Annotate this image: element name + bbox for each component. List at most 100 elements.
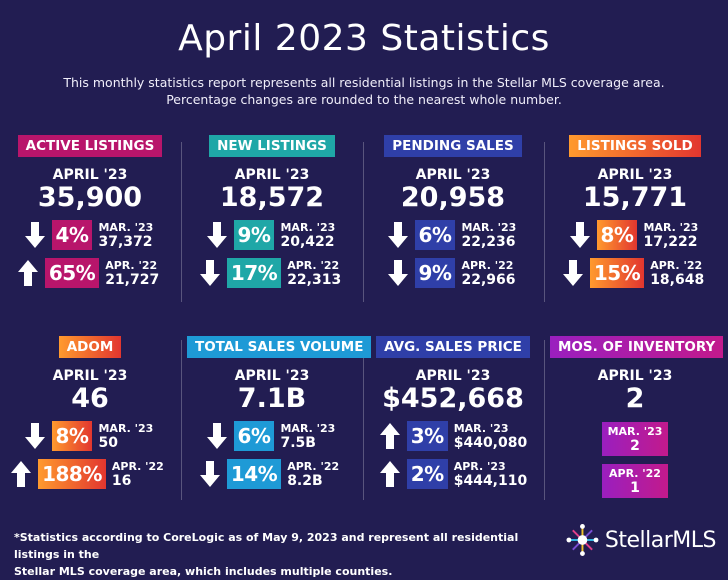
card-label: NEW LISTINGS <box>209 135 335 157</box>
percent-change: 17% <box>226 258 282 288</box>
compare-value: 1 <box>630 480 640 496</box>
compare-value: $444,110 <box>453 473 528 489</box>
percent-change: 9% <box>414 258 456 288</box>
compare-block: APR. '23 $444,110 <box>454 459 528 489</box>
compare-block: MAR. '23 50 <box>98 421 156 451</box>
compare-label: APR. '22 <box>105 259 158 272</box>
compare-value: 22,966 <box>461 272 516 288</box>
compare-label: MAR. '23 <box>453 422 509 435</box>
compare-block: APR. '22 16 <box>112 459 170 489</box>
arrow-down-icon <box>199 461 220 487</box>
percent-change: 14% <box>226 459 282 489</box>
compare-value: 17,222 <box>643 234 698 250</box>
compare-value: 7.5B <box>280 435 316 451</box>
card-period: APRIL '23 <box>597 167 673 183</box>
card-label: ACTIVE LISTINGS <box>17 135 163 157</box>
compare-block: APR. '22 8.2B <box>287 459 345 489</box>
arrow-down-icon <box>24 423 45 449</box>
compare-row: 8% MAR. '23 50 <box>5 420 175 452</box>
card-label: TOTAL SALES VOLUME <box>187 336 372 358</box>
compare-label: APR. '22 <box>111 460 164 473</box>
card-value: 35,900 <box>37 182 143 213</box>
subtitle-line-2: Percentage changes are rounded to the ne… <box>166 92 562 107</box>
column-divider <box>544 142 545 302</box>
percent-change: 2% <box>406 459 448 489</box>
compare-label: MAR. '23 <box>607 425 663 438</box>
compare-row: 9% APR. '22 22,966 <box>368 257 538 289</box>
stat-card: PENDING SALES APRIL '23 20,958 6% MAR. '… <box>368 135 538 289</box>
compare-block: APR. '22 22,313 <box>287 258 345 288</box>
compare-block: MAR. '23 37,372 <box>98 220 156 250</box>
footnote-line-1: *Statistics according to CoreLogic as of… <box>14 531 519 561</box>
card-label: PENDING SALES <box>384 135 522 157</box>
compare-row: 3% MAR. '23 $440,080 <box>368 420 538 452</box>
compare-label: APR. '22 <box>287 460 340 473</box>
compare-value: 22,313 <box>287 272 342 288</box>
column-divider <box>181 340 182 500</box>
compare-block: APR. '22 22,966 <box>461 258 519 288</box>
percent-change: 4% <box>51 220 93 250</box>
card-value: 2 <box>625 383 645 414</box>
arrow-down-icon <box>387 260 408 286</box>
arrow-down-icon <box>387 222 408 248</box>
compare-row: 8% MAR. '23 17,222 <box>550 219 720 251</box>
arrow-up-icon <box>17 260 38 286</box>
arrow-up-icon <box>379 461 400 487</box>
card-label: AVG. SALES PRICE <box>376 336 530 358</box>
card-period: APRIL '23 <box>415 368 491 384</box>
compare-label: APR. '22 <box>650 259 703 272</box>
compare-value: 8.2B <box>287 473 323 489</box>
compare-label: MAR. '23 <box>98 221 154 234</box>
footnote: *Statistics according to CoreLogic as of… <box>14 529 554 580</box>
page-title: April 2023 Statistics <box>178 18 550 59</box>
compare-label: MAR. '23 <box>98 422 154 435</box>
arrow-down-icon <box>562 260 583 286</box>
percent-change: 6% <box>414 220 456 250</box>
card-value: 46 <box>71 383 109 414</box>
inventory-compare: MAR. '23 2 <box>602 422 668 456</box>
card-period: APRIL '23 <box>234 167 310 183</box>
compare-label: MAR. '23 <box>461 221 517 234</box>
card-label: MOS. OF INVENTORY <box>550 336 724 358</box>
stat-card: LISTINGS SOLD APRIL '23 15,771 8% MAR. '… <box>550 135 720 289</box>
percent-change: 9% <box>233 220 275 250</box>
card-period: APRIL '23 <box>597 368 673 384</box>
compare-row: 4% MAR. '23 37,372 <box>5 219 175 251</box>
stat-card: TOTAL SALES VOLUME APRIL '23 7.1B 6% MAR… <box>187 336 372 490</box>
card-period: APRIL '23 <box>52 368 128 384</box>
arrow-up-icon <box>11 461 32 487</box>
compare-block: MAR. '23 $440,080 <box>454 421 528 451</box>
compare-row: 15% APR. '22 18,648 <box>550 257 720 289</box>
arrow-down-icon <box>206 423 227 449</box>
stat-card: NEW LISTINGS APRIL '23 18,572 9% MAR. '2… <box>187 135 357 289</box>
card-period: APRIL '23 <box>52 167 128 183</box>
compare-label: APR. '22 <box>461 259 514 272</box>
compare-label: APR. '22 <box>287 259 340 272</box>
stat-card: MOS. OF INVENTORY APRIL '23 2 MAR. '23 2… <box>550 336 724 498</box>
compare-row: 14% APR. '22 8.2B <box>187 458 357 490</box>
compare-label: APR. '23 <box>453 460 506 473</box>
arrow-down-icon <box>24 222 45 248</box>
compare-value: 21,727 <box>105 272 160 288</box>
compare-label: MAR. '23 <box>643 221 699 234</box>
card-value: 7.1B <box>237 383 307 414</box>
logo-text: StellarMLS <box>604 527 717 553</box>
compare-row: 65% APR. '22 21,727 <box>5 257 175 289</box>
subtitle-line-1: This monthly statistics report represent… <box>63 75 665 90</box>
column-divider <box>363 340 364 500</box>
compare-value: 18,648 <box>650 272 705 288</box>
compare-value: 50 <box>98 435 118 451</box>
column-divider <box>181 142 182 302</box>
percent-change: 188% <box>38 459 106 489</box>
compare-value: 22,236 <box>461 234 516 250</box>
stellar-star-icon <box>566 524 599 556</box>
compare-block: MAR. '23 22,236 <box>461 220 519 250</box>
compare-value: 2 <box>630 438 640 454</box>
stat-card: AVG. SALES PRICE APRIL '23 $452,668 3% M… <box>368 336 538 490</box>
percent-change: 15% <box>589 258 645 288</box>
compare-row: 188% APR. '22 16 <box>5 458 175 490</box>
compare-row: 9% MAR. '23 20,422 <box>187 219 357 251</box>
arrow-down-icon <box>569 222 590 248</box>
card-value: $452,668 <box>382 383 524 414</box>
compare-block: MAR. '23 17,222 <box>643 220 701 250</box>
